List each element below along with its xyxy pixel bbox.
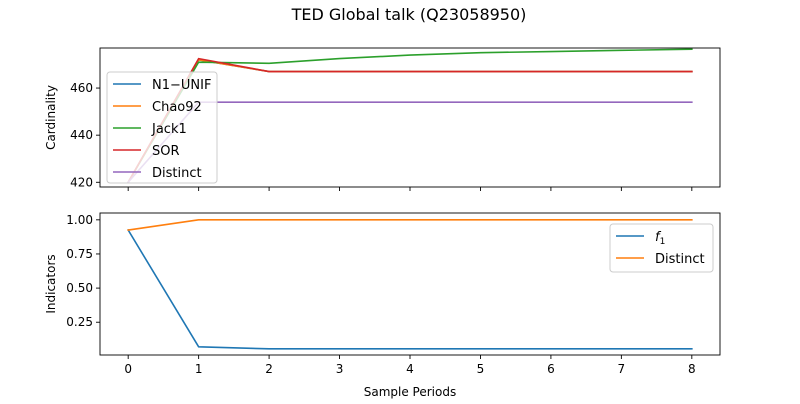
series-line-2-1 xyxy=(127,228,693,350)
x-tick-label: 3 xyxy=(336,362,344,376)
x-tick-label: 2 xyxy=(265,362,273,376)
x-tick-label: 1 xyxy=(195,362,203,376)
y-tick-label: 440 xyxy=(70,128,93,142)
x-tick-label: 0 xyxy=(124,362,132,376)
series-line-1-5 xyxy=(127,101,693,184)
x-tick-label: 7 xyxy=(618,362,626,376)
legend-label: N1−UNIF xyxy=(152,78,211,93)
x-tick-label: 5 xyxy=(477,362,485,376)
series-line-1-4 xyxy=(127,57,693,184)
figure-title: TED Global talk (Q23058950) xyxy=(291,5,527,24)
panel-2: 0 1 2 3 4 5 6 7 8 0.25 0.50 0.75 1.00 Indicators Sampl… xyxy=(44,212,721,399)
y-tick-label: 0.25 xyxy=(66,315,93,329)
legend-label: SOR xyxy=(152,144,180,159)
legend-frame xyxy=(106,71,218,184)
x-tick-label: 8 xyxy=(688,362,696,376)
legend-label: Distinct xyxy=(655,252,705,267)
y-axis-label: Cardinality xyxy=(44,85,58,150)
x-tick-label: 4 xyxy=(406,362,414,376)
y-tick-label: 0.50 xyxy=(66,281,93,295)
y-tick-label: 420 xyxy=(70,175,93,189)
legend-label: f1 xyxy=(655,230,665,247)
series-line-2-2 xyxy=(127,219,693,231)
x-tick-label: 6 xyxy=(547,362,555,376)
y-tick-label: 460 xyxy=(70,81,93,95)
legend-label: Chao92 xyxy=(152,100,202,115)
legend-2: f1 Distinct xyxy=(609,223,714,273)
panel-1: 420 440 460 Cardinality N1−UNIF Chao92 Jack1 SO… xyxy=(44,47,721,191)
x-axis-label: Sample Periods xyxy=(364,385,456,399)
legend-label: Jack1 xyxy=(151,122,187,137)
y-tick-label: 1.00 xyxy=(66,213,93,227)
legend-label: Distinct xyxy=(152,166,202,181)
y-tick-label: 0.75 xyxy=(66,247,93,261)
y-axis-label: Indicators xyxy=(44,254,58,313)
legend-1: N1−UNIF Chao92 Jack1 SOR Distinct xyxy=(106,71,218,184)
